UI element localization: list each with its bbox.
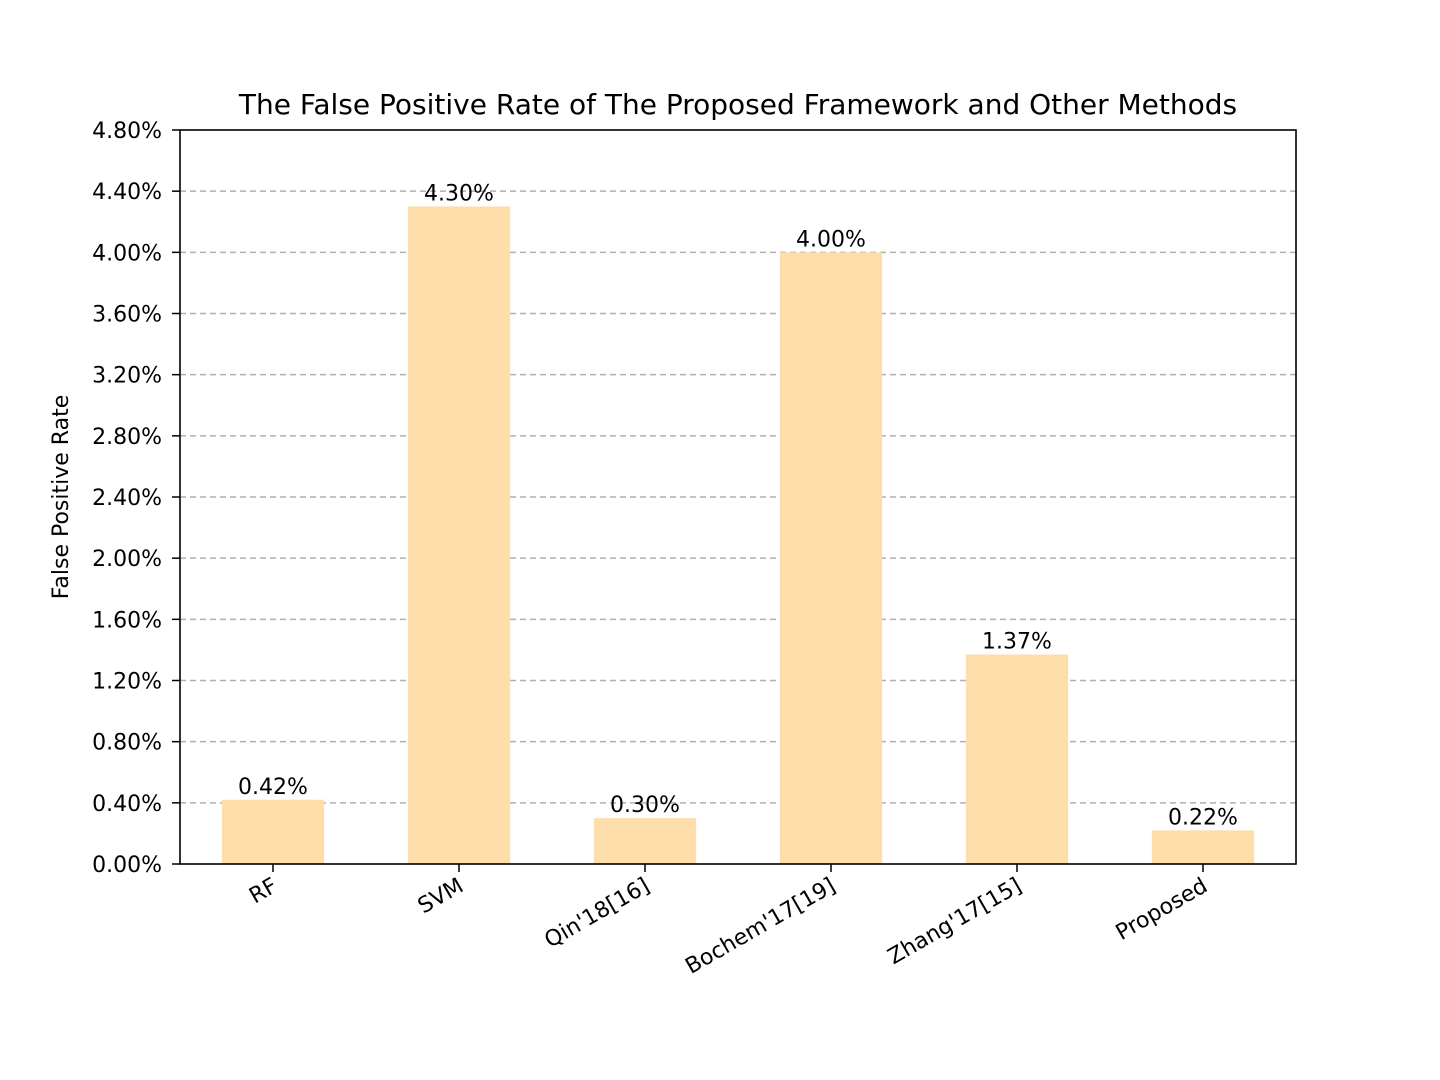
plot-frame [179, 129, 1297, 865]
y-tick-label: 4.80% [92, 119, 162, 144]
bar-value-label: 4.30% [424, 181, 494, 206]
x-tick-label: SVM [414, 874, 468, 920]
bar [593, 818, 697, 864]
x-tick-label: Proposed [1112, 874, 1212, 946]
y-tick-label: 0.40% [92, 792, 162, 817]
bar-value-label: 4.00% [796, 227, 866, 252]
y-tick-label: 2.40% [92, 486, 162, 511]
x-tick-label: Zhang'17[15] [884, 874, 1026, 970]
x-tick-label: RF [245, 874, 282, 910]
y-tick-label: 2.00% [92, 547, 162, 572]
y-axis-ticks: 0.00% 0.40% 0.80% 1.20% 1.60% 2.00% 2.40% 2.80%… [92, 119, 180, 878]
x-axis-ticks: RF SVM Qin'18[16] Bochem'17[19] Zhang'17[15]… [245, 864, 1212, 980]
y-tick-label: 0.00% [92, 853, 162, 878]
y-tick-label: 4.40% [92, 180, 162, 205]
bar-value-label: 0.22% [1168, 805, 1238, 830]
y-tick-label: 0.80% [92, 731, 162, 756]
y-tick-label: 4.00% [92, 241, 162, 266]
bar [407, 206, 511, 865]
y-axis-label: False Positive Rate [49, 395, 74, 599]
grid-lines [180, 190, 1296, 804]
y-tick-label: 1.60% [92, 608, 162, 633]
data-labels: 0.42% 4.30% 0.30% 4.00% 1.37% 0.22% [238, 181, 1238, 830]
chart-title: The False Positive Rate of The Proposed … [238, 88, 1237, 121]
bar [965, 654, 1069, 864]
bar-value-label: 0.30% [610, 793, 680, 818]
y-tick-label: 3.20% [92, 364, 162, 389]
bar-value-label: 0.42% [238, 775, 308, 800]
x-tick-label: Bochem'17[19] [681, 874, 840, 980]
bar [221, 799, 325, 864]
bars [221, 206, 1255, 865]
bar [1151, 830, 1255, 864]
bar-value-label: 1.37% [982, 630, 1052, 655]
x-tick-label: Qin'18[16] [541, 874, 654, 954]
y-tick-label: 1.20% [92, 670, 162, 695]
y-tick-label: 3.60% [92, 303, 162, 328]
bar [779, 252, 883, 865]
y-tick-label: 2.80% [92, 425, 162, 450]
